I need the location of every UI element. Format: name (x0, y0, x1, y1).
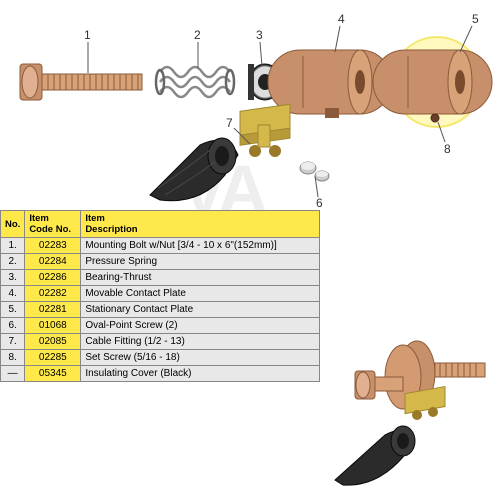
assembled-view (295, 335, 495, 495)
cell-code: 01068 (25, 318, 81, 334)
cell-no: 5. (1, 302, 25, 318)
cell-code: 05345 (25, 366, 81, 382)
cell-no: 4. (1, 286, 25, 302)
part-insulating-cover (150, 138, 238, 201)
cell-no: 6. (1, 318, 25, 334)
cell-code: 02284 (25, 254, 81, 270)
part-cable-fitting (240, 104, 290, 157)
table-row: 7.02085Cable Fitting (1/2 - 13) (1, 334, 320, 350)
cell-code: 02282 (25, 286, 81, 302)
cell-no: 3. (1, 270, 25, 286)
table-row: 3.02286Bearing-Thrust (1, 270, 320, 286)
th-code: ItemCode No. (25, 211, 81, 238)
callout-8: 8 (444, 142, 451, 156)
part-screws (300, 162, 329, 181)
cell-no: 2. (1, 254, 25, 270)
table-row: 4.02282Movable Contact Plate (1, 286, 320, 302)
cell-code: 02286 (25, 270, 81, 286)
table-row: 6.01068Oval-Point Screw (2) (1, 318, 320, 334)
cell-desc: Stationary Contact Plate (81, 302, 320, 318)
cell-desc: Oval-Point Screw (2) (81, 318, 320, 334)
cell-no: 8. (1, 350, 25, 366)
part-spring (156, 67, 234, 97)
callout-2: 2 (194, 28, 201, 42)
cell-code: 02283 (25, 238, 81, 254)
part-stationary-plate (373, 50, 492, 122)
cell-desc: Pressure Spring (81, 254, 320, 270)
cell-desc: Bearing-Thrust (81, 270, 320, 286)
callout-3: 3 (256, 28, 263, 42)
cell-desc: Set Screw (5/16 - 18) (81, 350, 320, 366)
callout-6: 6 (316, 196, 323, 210)
cell-no: 7. (1, 334, 25, 350)
table-row: —05345Insulating Cover (Black) (1, 366, 320, 382)
exploded-diagram: 1 2 3 4 5 6 7 8 (0, 0, 500, 200)
parts-table: No. ItemCode No. ItemDescription 1.02283… (0, 210, 320, 382)
callout-5: 5 (472, 12, 479, 26)
cell-desc: Mounting Bolt w/Nut [3/4 - 10 x 6"(152mm… (81, 238, 320, 254)
callout-1: 1 (84, 28, 91, 42)
table-row: 2.02284Pressure Spring (1, 254, 320, 270)
cell-code: 02285 (25, 350, 81, 366)
th-no: No. (1, 211, 25, 238)
cell-desc: Insulating Cover (Black) (81, 366, 320, 382)
cell-no: 1. (1, 238, 25, 254)
part-bolt (20, 64, 142, 100)
cell-code: 02085 (25, 334, 81, 350)
th-desc: ItemDescription (81, 211, 320, 238)
cell-desc: Movable Contact Plate (81, 286, 320, 302)
cell-desc: Cable Fitting (1/2 - 13) (81, 334, 320, 350)
cell-code: 02281 (25, 302, 81, 318)
callout-7: 7 (226, 116, 233, 130)
callout-4: 4 (338, 12, 345, 26)
table-row: 8.02285Set Screw (5/16 - 18) (1, 350, 320, 366)
table-row: 1.02283Mounting Bolt w/Nut [3/4 - 10 x 6… (1, 238, 320, 254)
cell-no: — (1, 366, 25, 382)
table-row: 5.02281Stationary Contact Plate (1, 302, 320, 318)
